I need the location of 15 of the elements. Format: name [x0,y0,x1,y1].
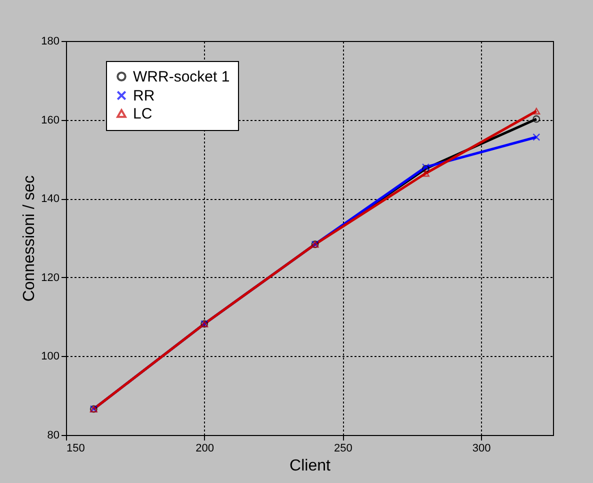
x-tick-label: 150 [66,442,85,454]
x-tick-label: 300 [472,442,491,454]
legend-label: LC [133,106,152,122]
x-tick-label: 250 [334,442,352,454]
legend-label: WRR-socket 1 [133,68,230,86]
y-axis-title: Connessioni / sec [21,175,38,302]
y-tick-label: 180 [41,36,60,48]
legend-label: RR [133,88,155,104]
y-tick-label: 140 [41,193,60,206]
y-tick-label: 120 [41,272,60,284]
x-axis-title: Client [290,458,332,474]
y-tick-label: 160 [41,114,60,126]
y-tick-label: 80 [47,430,60,442]
x-tick-label: 200 [196,442,214,454]
y-tick-label: 100 [41,350,60,363]
